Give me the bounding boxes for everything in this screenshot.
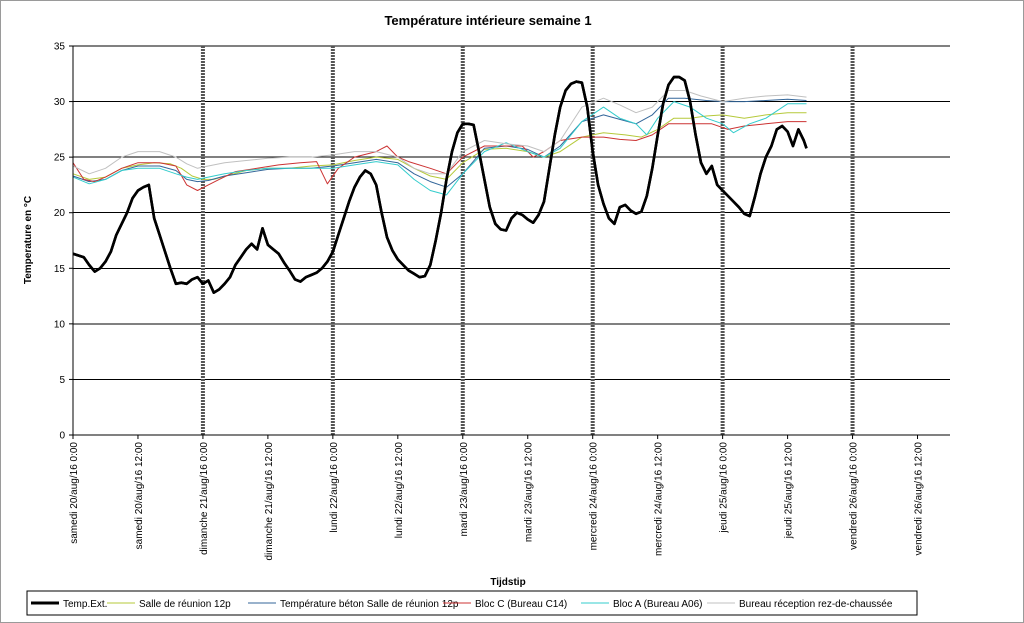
x-tick-label: mardi 23/aug/16 0:00 [459,442,470,537]
y-tick-label: 25 [54,153,66,164]
legend-label: Bureau réception rez-de-chaussée [739,599,893,610]
x-tick-label: dimanche 21/aug/16 12:00 [264,442,275,561]
axes [69,45,950,439]
x-tick-label: mercredi 24/aug/16 12:00 [654,442,665,556]
legend-label: Temp.Ext. [63,599,107,610]
series-line [72,90,807,175]
x-tick-label: samedi 20/aug/16 12:00 [134,442,145,550]
x-tick-label: samedi 20/aug/16 0:00 [69,442,80,544]
x-tick-label: dimanche 21/aug/16 0:00 [199,442,210,555]
legend: Temp.Ext. Salle de réunion 12p Température… [26,590,918,616]
legend-label: Bloc C (Bureau C14) [475,599,567,610]
x-tick-label: jeudi 25/aug/16 12:00 [784,442,795,540]
series-line [72,75,808,294]
series-line [72,101,807,196]
grid-lines [73,45,950,380]
legend-label: Salle de réunion 12p [139,599,231,610]
x-tick-label: vendredi 26/aug/16 0:00 [849,442,860,550]
series-line [72,112,807,180]
legend-label: Température béton Salle de réunion 12p [280,599,459,610]
y-axis-title: Temperature en °C [23,196,34,284]
x-tick-label: mardi 23/aug/16 12:00 [524,442,535,543]
y-tick-labels: 0 5 10 15 20 25 30 35 [54,42,66,442]
x-tick-label: mercredi 24/aug/16 0:00 [589,442,600,551]
series-lines [72,75,808,294]
x-tick-label: lundi 22/aug/16 12:00 [394,442,405,539]
midnight-markers [200,46,855,435]
legend-box [26,590,918,616]
y-tick-label: 0 [59,431,65,442]
y-tick-label: 30 [54,97,66,108]
y-tick-label: 15 [54,264,66,275]
series-line [72,121,807,191]
x-tick-label: lundi 22/aug/16 0:00 [329,442,340,533]
y-tick-label: 35 [54,42,66,53]
x-axis-title: Tijdstip [490,577,525,588]
x-tick-labels: samedi 20/aug/16 0:00 samedi 20/aug/16 12… [69,442,925,561]
y-tick-label: 5 [59,375,65,386]
y-tick-label: 20 [54,208,66,219]
chart-title: Température intérieure semaine 1 [384,13,591,28]
x-tick-label: jeudi 25/aug/16 0:00 [719,442,730,534]
legend-label: Bloc A (Bureau A06) [613,599,703,610]
y-tick-label: 10 [54,319,66,330]
x-tick-label: vendredi 26/aug/16 12:00 [914,442,925,556]
